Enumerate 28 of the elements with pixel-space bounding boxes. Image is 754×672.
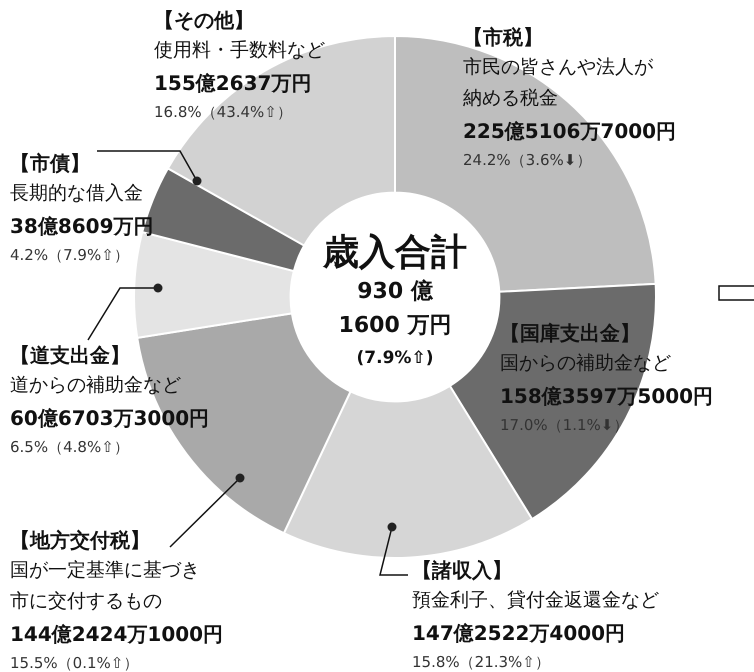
text: 歳入合計 (322, 231, 468, 275)
slice-label: 【市税】 (463, 24, 544, 51)
text: 市民の皆さんや法人が納める税金 (463, 55, 654, 111)
slice-label: 【市債】 (10, 150, 91, 177)
text: 長期的な借入金 (10, 181, 144, 206)
text: 17.0%（1.1%⬇） (500, 415, 630, 436)
text: 15.5%（0.1%⇧） (10, 653, 140, 672)
text: 16.8%（43.4%⇧） (154, 102, 293, 123)
text: 60億6703万3000円 (10, 405, 210, 432)
slice-label: 【国庫支出金】 (500, 320, 641, 347)
slice-label: 【諸収入】 (412, 557, 513, 584)
text: 144億2424万1000円 (10, 621, 224, 648)
text: 6.5%（4.8%⇧） (10, 437, 130, 458)
text: (7.9%⇧) (356, 348, 434, 368)
text: 国が一定基準に基づき市に交付するもの (10, 558, 201, 614)
slice-label: 【道支出金】 (10, 342, 131, 369)
slice-label: 【その他】 (154, 7, 255, 34)
text: 147億2522万4000円 (412, 620, 626, 647)
slice-label: 【地方交付税】 (10, 527, 151, 554)
text: 15.8%（21.3%⇧） (412, 652, 551, 672)
text: 1600 万円 (338, 312, 452, 340)
text: 24.2%（3.6%⬇） (463, 150, 592, 171)
text: 225億5106万7000円 (463, 118, 676, 145)
text: 預金利子、貸付金返還金など (412, 588, 659, 613)
text: 155億2637万円 (154, 70, 312, 97)
text: 930 億 (356, 278, 434, 306)
text: 使用料・手数料など (154, 38, 325, 63)
text: 4.2%（7.9%⇧） (10, 245, 130, 266)
